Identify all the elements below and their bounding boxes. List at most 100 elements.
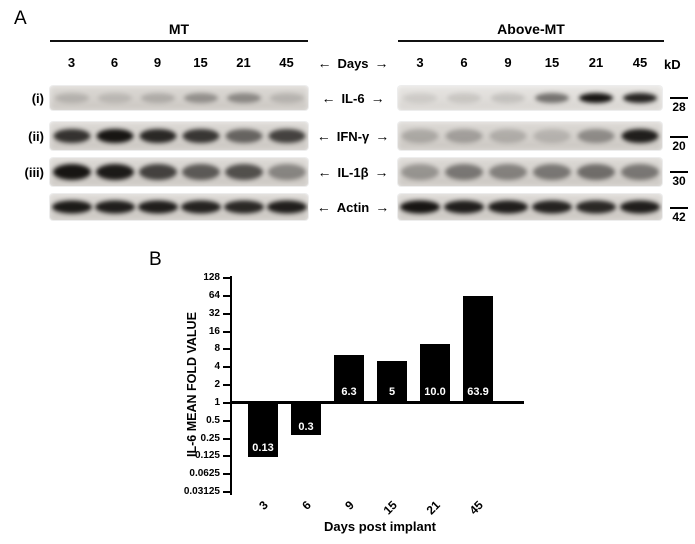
kd-value-20: 20 — [672, 139, 686, 153]
blot-above-mt-il6 — [398, 86, 662, 110]
y-tick — [223, 419, 230, 422]
day-label: 45 — [632, 55, 648, 70]
days-caption-text: Days — [337, 55, 369, 71]
protein-band — [180, 200, 221, 214]
protein-band — [533, 164, 571, 180]
y-tick-label: 4 — [214, 361, 220, 373]
bar — [420, 343, 450, 403]
y-tick — [223, 294, 230, 297]
protein-band — [52, 164, 91, 180]
day-label: 15 — [544, 55, 560, 70]
y-tick-label: 0.25 — [200, 432, 220, 444]
bar-value-label: 63.9 — [467, 385, 489, 398]
protein-band — [183, 93, 218, 103]
protein-band — [577, 164, 615, 180]
days-caption: ← Days → — [308, 55, 398, 71]
blot-above-mt-ifng — [398, 122, 662, 150]
protein-band — [403, 93, 437, 103]
protein-band — [181, 164, 220, 180]
protein-band — [225, 129, 262, 143]
bar-value-label: 6.3 — [341, 385, 357, 398]
target-label-ifng: IFN-γ — [336, 128, 370, 144]
kd-tick-20 — [670, 136, 688, 138]
panel-a-label: A — [14, 8, 27, 29]
kd-tick-42 — [670, 207, 688, 209]
y-tick — [223, 277, 230, 279]
protein-band — [266, 200, 307, 214]
protein-band — [621, 164, 659, 180]
baseline-axis — [231, 401, 524, 405]
kd-tick-30 — [670, 171, 688, 173]
bar-value-label: 5 — [388, 385, 396, 398]
target-label-actin: Actin — [336, 199, 370, 215]
y-tick — [223, 366, 230, 369]
left-arrow-icon: ← — [317, 55, 332, 71]
y-tick-label: 0.5 — [206, 414, 220, 426]
day-label: 21 — [588, 55, 604, 70]
protein-band — [400, 200, 440, 214]
protein-band — [268, 129, 305, 143]
protein-band — [620, 200, 660, 214]
row-caption-ifng: ← IFN-γ → — [308, 128, 398, 144]
y-tick — [223, 330, 230, 333]
day-label: 45 — [279, 55, 294, 70]
blot-above-mt-actin — [398, 194, 662, 220]
protein-band — [95, 164, 134, 180]
y-tick — [223, 455, 230, 458]
left-arrow-icon: ← — [316, 199, 331, 215]
day-label: 3 — [67, 55, 76, 70]
right-arrow-icon: → — [370, 90, 385, 106]
bar — [291, 404, 321, 436]
day-label: 9 — [504, 55, 512, 70]
protein-band — [54, 93, 89, 103]
right-arrow-icon: → — [374, 164, 389, 180]
bar-value-label: 10.0 — [424, 385, 446, 398]
protein-band — [139, 129, 176, 143]
kd-tick-28 — [670, 97, 688, 99]
target-label-il1b: IL-1β — [337, 164, 369, 180]
right-arrow-icon: → — [374, 55, 389, 71]
protein-band — [488, 200, 528, 214]
protein-band — [623, 93, 657, 103]
kd-header: kD — [664, 57, 681, 72]
y-axis-line — [230, 276, 232, 495]
day-label: 21 — [236, 55, 251, 70]
kd-value-28: 28 — [672, 100, 686, 114]
day-label: 9 — [153, 55, 162, 70]
protein-band — [51, 200, 92, 214]
blot-mt-actin — [50, 194, 308, 220]
y-tick — [223, 348, 230, 351]
kd-value-30: 30 — [672, 174, 686, 188]
protein-band — [491, 93, 525, 103]
days-row-right: 3 6 9 15 21 45 — [398, 55, 662, 71]
panel-b-label: B — [149, 249, 162, 270]
blot-above-mt-il1b — [398, 158, 662, 186]
protein-band — [140, 93, 175, 103]
protein-band — [489, 164, 527, 180]
row-index-ii: (ii) — [28, 129, 44, 144]
protein-band — [269, 93, 304, 103]
bar-value-label: 0.3 — [298, 420, 314, 433]
y-tick-label: 64 — [208, 289, 220, 301]
protein-band — [621, 129, 659, 143]
target-label-il6: IL-6 — [341, 90, 365, 106]
protein-band — [579, 93, 613, 103]
protein-band — [533, 129, 571, 143]
protein-band — [97, 93, 132, 103]
row-index-iii: (iii) — [24, 165, 45, 180]
left-arrow-icon: ← — [321, 90, 336, 106]
protein-band — [445, 164, 483, 180]
bar — [334, 355, 364, 403]
protein-band — [401, 129, 439, 143]
group-title-above-mt: Above-MT — [497, 21, 565, 37]
day-label: 6 — [460, 55, 468, 70]
y-tick — [223, 473, 230, 476]
y-tick-label: 0.125 — [194, 450, 220, 462]
group-underline-mt — [50, 40, 308, 42]
y-tick — [223, 384, 230, 386]
protein-band — [532, 200, 572, 214]
protein-band — [267, 164, 306, 180]
row-caption-il6: ← IL-6 → — [308, 90, 398, 106]
y-tick-label: 0.0625 — [189, 468, 220, 480]
protein-band — [447, 93, 481, 103]
